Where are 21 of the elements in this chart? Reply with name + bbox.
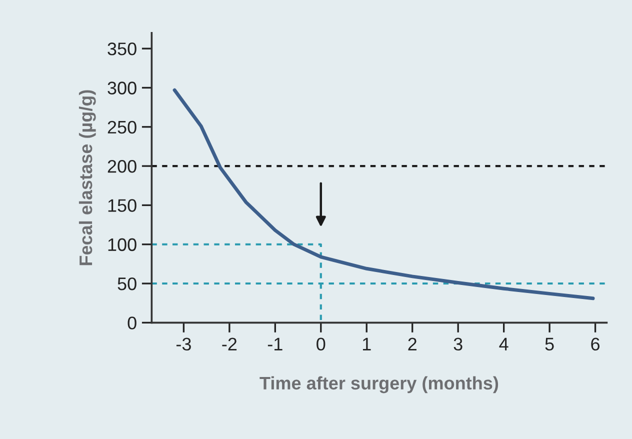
x-tick-label: -2 — [222, 338, 237, 350]
x-tick-label: 2 — [408, 338, 416, 350]
x-axis-title: Time after surgery (months) — [260, 376, 498, 394]
y-tick-label: 150 — [108, 199, 136, 212]
x-tick-label: 4 — [499, 338, 508, 350]
y-tick-label: 50 — [118, 277, 136, 290]
x-tick-label: 3 — [454, 338, 462, 351]
y-tick-label: 0 — [128, 316, 136, 330]
y-tick-label: 350 — [108, 42, 136, 56]
x-tick-label: 0 — [316, 338, 326, 351]
x-tick-label: -1 — [268, 338, 282, 350]
x-tick-label: 1 — [362, 338, 371, 350]
y-tick-label: 250 — [108, 120, 136, 134]
y-tick-label: 200 — [108, 160, 136, 173]
x-tick-label: 5 — [545, 338, 554, 351]
x-tick-label: -3 — [176, 338, 191, 351]
y-tick-label: 300 — [108, 82, 136, 94]
line-series — [172, 88, 595, 300]
y-axis-title: Fecal elastase (µg/g) — [78, 90, 96, 266]
x-tick-label: 6 — [591, 338, 600, 351]
y-tick-label: 100 — [108, 238, 136, 252]
